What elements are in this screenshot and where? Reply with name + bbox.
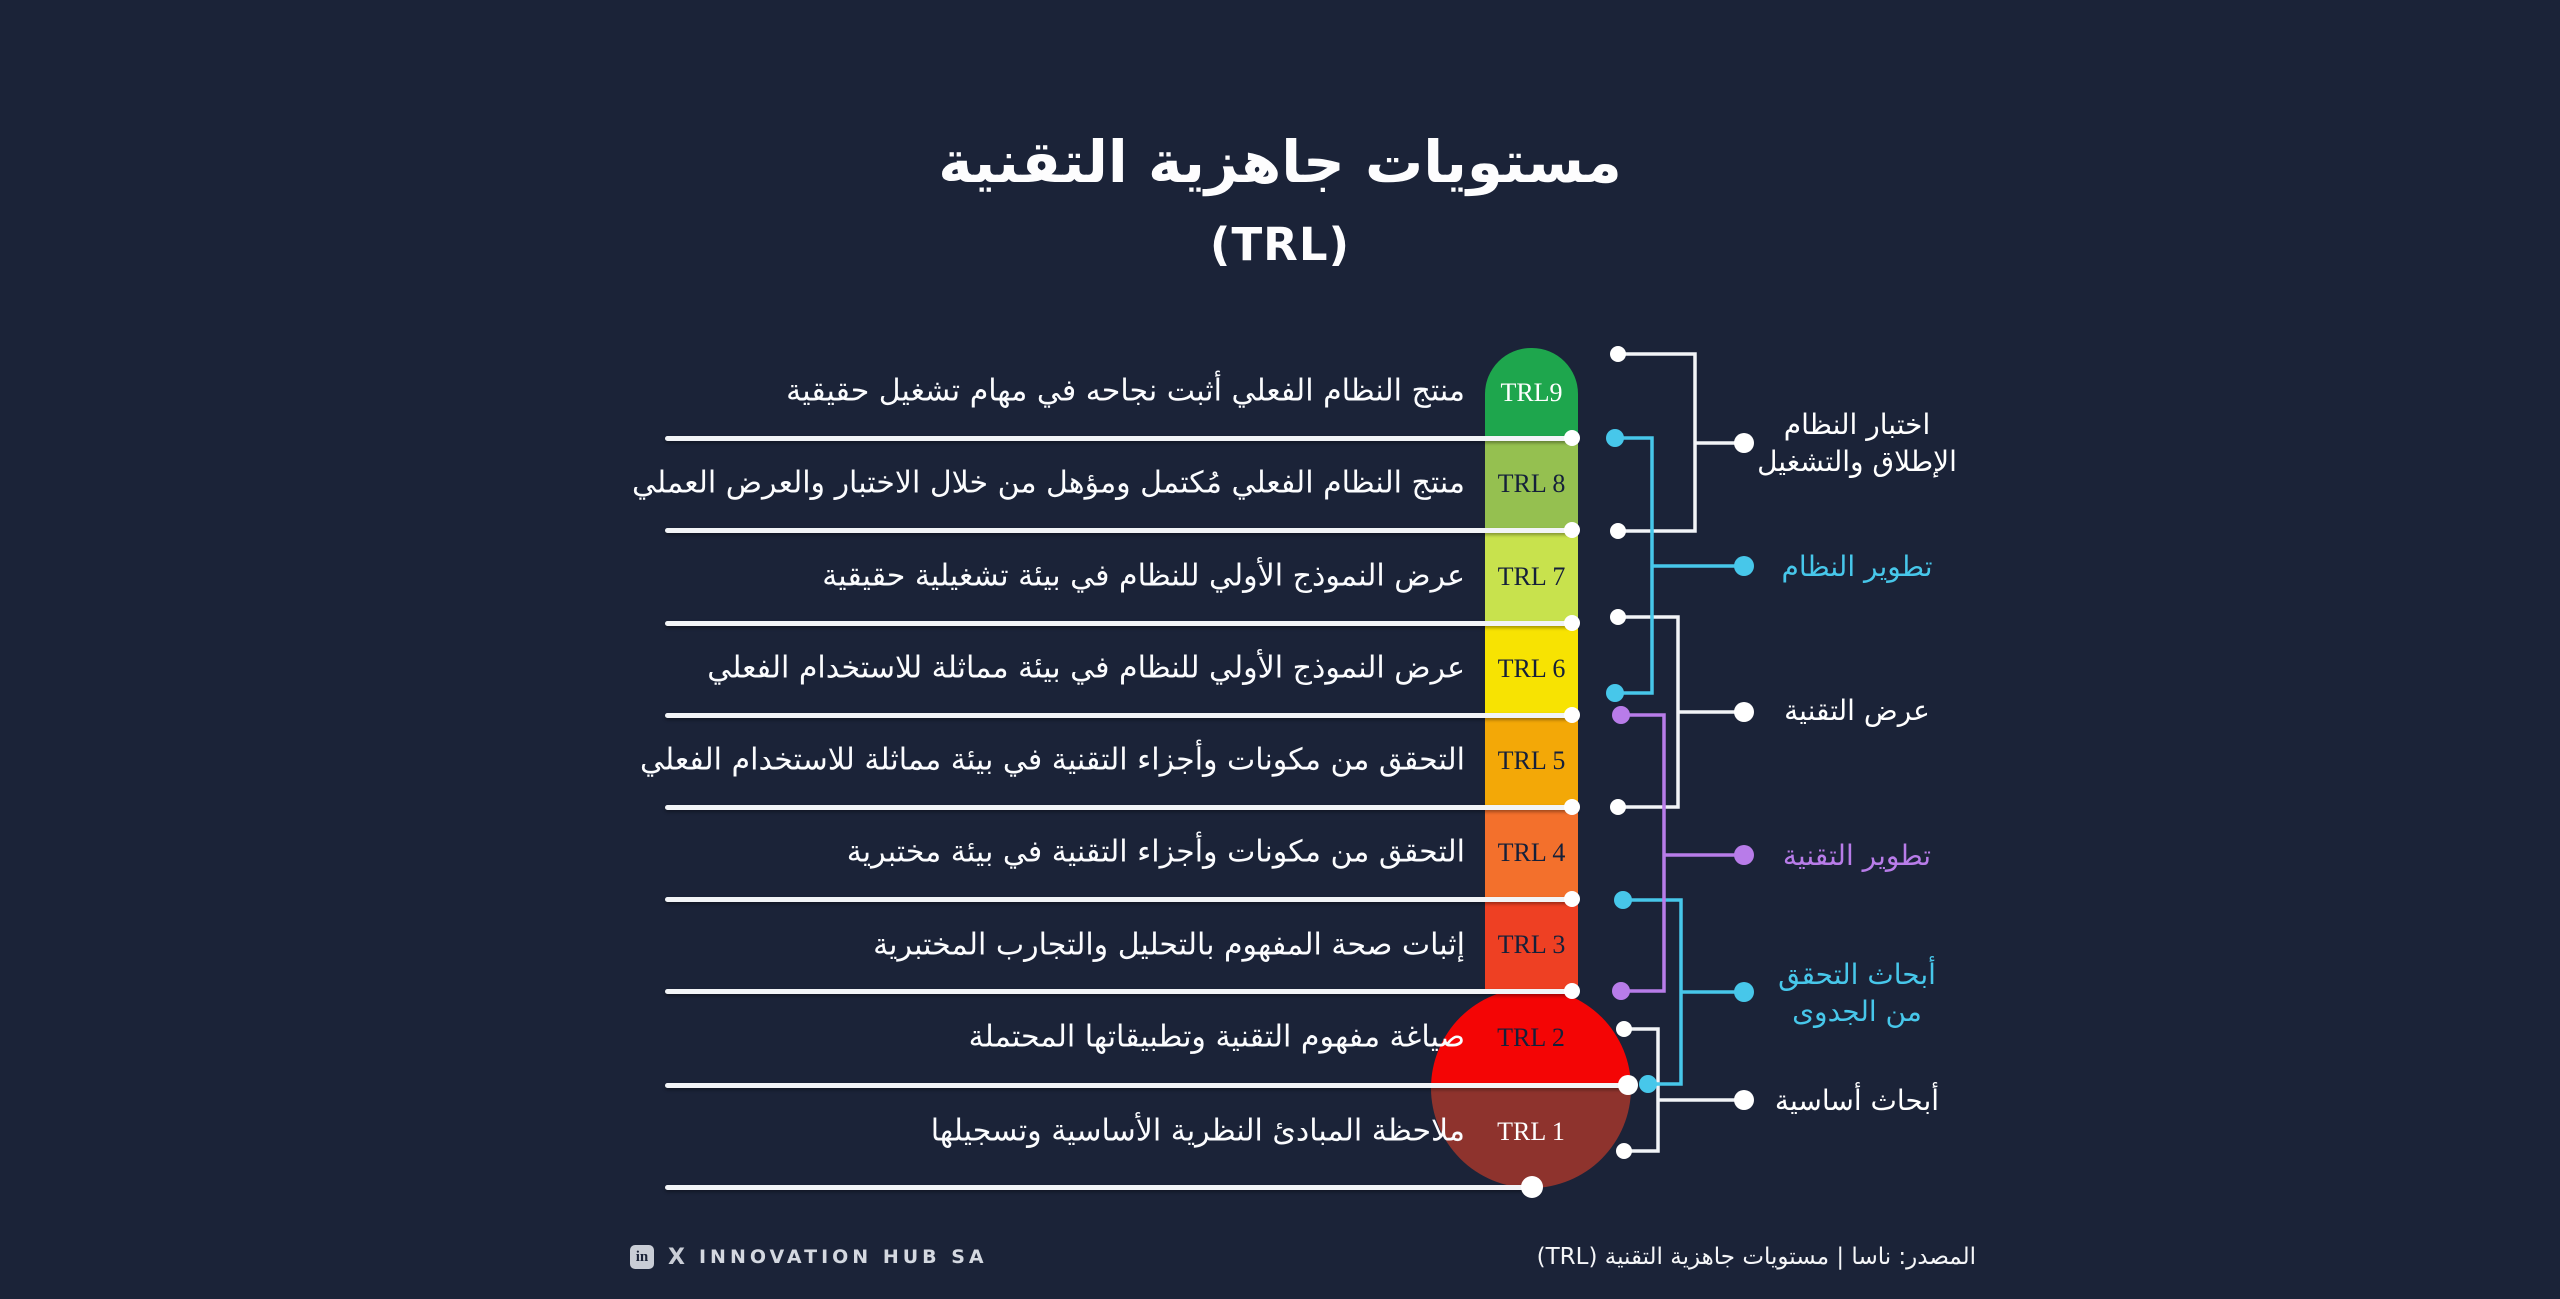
phase-feasibility-research: أبحاث التحقق من الجدوى (1778, 956, 1936, 1030)
phase-label-line: من الجدوى (1792, 995, 1922, 1028)
cyan-connector-dots (1606, 429, 1754, 1093)
phase-system-development: تطوير النظام (1782, 548, 1933, 585)
phase-basic-research: أبحاث أساسية (1775, 1082, 1939, 1119)
trl9-label: TRL9 (1500, 378, 1563, 407)
trl4-label: TRL 4 (1497, 838, 1566, 867)
trl5-description: التحقق من مكونات وأجزاء التقنية في بيئة … (639, 742, 1465, 778)
separator-line (665, 897, 1578, 902)
trl7-segment: TRL 7 (1485, 530, 1578, 623)
footer-brand: in X INNOVATION HUB SA (630, 1243, 988, 1271)
trl6-segment: TRL 6 (1485, 623, 1578, 715)
cyan-brackets (1615, 436, 1744, 1086)
separator-dot (1564, 707, 1580, 723)
separator-line (665, 713, 1578, 718)
phase-system-test: اختبار النظام الإطلاق والتشغيل (1757, 406, 1957, 480)
trl9-segment: TRL9 (1485, 348, 1578, 438)
trl8-segment: TRL 8 (1485, 438, 1578, 530)
trl8-label: TRL 8 (1497, 469, 1566, 498)
trl3-segment: TRL 3 (1485, 899, 1578, 991)
thermometer-bulb (1431, 988, 1631, 1188)
phase-label-line: تطوير التقنية (1782, 839, 1932, 872)
trl4-description: التحقق من مكونات وأجزاء التقنية في بيئة … (846, 834, 1465, 870)
separator-line (665, 805, 1578, 810)
trl1-label: TRL 1 (1497, 1117, 1565, 1146)
white-brackets (1618, 352, 1744, 1153)
phase-label-line: الإطلاق والتشغيل (1757, 445, 1957, 478)
phase-label-line: أبحاث التحقق (1778, 958, 1936, 991)
separator-dot (1564, 983, 1580, 999)
title-block: مستويات جاهزية التقنية (TRL) (0, 0, 2560, 271)
phase-technology-development: تطوير التقنية (1783, 837, 1931, 874)
trl8-description: منتج النظام الفعلي مُكتمل ومؤهل من خلال … (632, 465, 1465, 501)
phase-technology-demonstration: عرض التقنية (1784, 692, 1930, 729)
brand-logo-text: INNOVATION HUB SA (698, 1246, 988, 1268)
thermometer-column: TRL9 TRL 8 TRL 7 TRL 6 TRL 5 TRL 4 TRL 3 (1485, 348, 1578, 991)
separator-line (665, 989, 1578, 994)
separator-line (665, 621, 1578, 626)
trl5-label: TRL 5 (1497, 746, 1566, 775)
trl6-label: TRL 6 (1497, 654, 1566, 683)
x-icon: X (668, 1244, 685, 1270)
source-attribution: المصدر: ناسا | مستويات جاهزية التقنية (T… (1536, 1244, 1976, 1270)
trl6-description: عرض النموذج الأولي للنظام في بيئة مماثلة… (707, 650, 1465, 686)
page-subtitle-trl: (TRL) (1209, 218, 1351, 271)
trl5-segment: TRL 5 (1485, 715, 1578, 807)
separator-dot (1564, 799, 1580, 815)
separator-line (665, 528, 1578, 533)
separator-line (665, 1083, 1633, 1088)
phase-label-line: عرض التقنية (1784, 694, 1930, 727)
white-connector-dots (1610, 346, 1754, 1159)
trl3-description: إثبات صحة المفهوم بالتحليل والتجارب المخ… (873, 927, 1465, 963)
separator-line (665, 1185, 1532, 1190)
trl7-description: عرض النموذج الأولي للنظام في بيئة تشغيلي… (822, 558, 1465, 594)
separator-dot (1564, 891, 1580, 907)
separator-dot (1521, 1176, 1543, 1198)
separator-dot (1618, 1075, 1638, 1095)
separator-dot (1564, 522, 1580, 538)
trl1-description: ملاحظة المبادئ النظرية الأساسية وتسجيلها (930, 1113, 1465, 1149)
separator-dot (1564, 615, 1580, 631)
purple-brackets (1621, 713, 1744, 993)
trl3-label: TRL 3 (1497, 930, 1566, 959)
trl9-description: منتج النظام الفعلي أثبت نجاحه في مهام تش… (786, 373, 1465, 409)
separator-dot (1564, 430, 1580, 446)
phase-label-line: اختبار النظام (1783, 408, 1931, 441)
trl2-label: TRL 2 (1497, 1023, 1565, 1052)
phase-label-line: أبحاث أساسية (1774, 1084, 1940, 1117)
purple-connector-dots (1612, 706, 1754, 1000)
trl2-description: صياغة مفهوم التقنية وتطبيقاتها المحتملة (968, 1019, 1465, 1055)
trl4-segment: TRL 4 (1485, 807, 1578, 899)
linkedin-icon: in (630, 1245, 654, 1269)
phase-label-line: تطوير النظام (1781, 550, 1933, 583)
separator-line (665, 436, 1578, 441)
trl7-label: TRL 7 (1497, 561, 1566, 591)
page-title: مستويات جاهزية التقنية (938, 128, 1622, 196)
